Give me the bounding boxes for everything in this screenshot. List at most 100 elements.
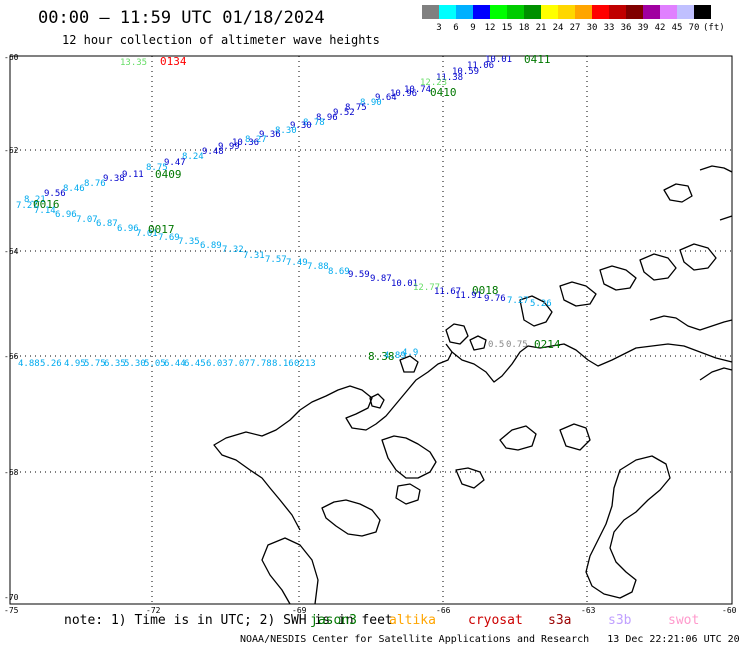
legend-label-45: 45	[671, 23, 683, 33]
wave-label-40: 6.87	[96, 219, 118, 229]
lon-label-69: -69	[292, 606, 307, 615]
legend-swatch-10	[592, 5, 609, 19]
lon-label-72: -72	[146, 606, 161, 615]
wave-label-8: 12.23	[420, 78, 447, 88]
wave-label-19: 8.30	[275, 126, 297, 136]
legend-label-39: 39	[637, 23, 649, 33]
wave-label-5: 11.06	[467, 61, 494, 71]
wave-label-12: 9.64	[375, 93, 397, 103]
graticule	[10, 56, 732, 604]
wave-label-54: 9.87	[370, 274, 392, 284]
legend-swatch-14	[660, 5, 677, 19]
wave-label-56: 12.77	[413, 283, 440, 293]
wave-label-34: 8.21	[24, 195, 46, 205]
wave-label-32: 8.46	[63, 184, 85, 194]
legend-label-24: 24	[552, 23, 564, 33]
lat-label-68: -68	[4, 468, 19, 477]
wave-label-53: 9.59	[348, 270, 370, 280]
wave-label-45: 7.35	[178, 237, 200, 247]
wave-label-1: 13.35	[120, 58, 147, 68]
wave-label-51: 7.88	[307, 262, 329, 272]
wave-label-22: 10.36	[232, 138, 259, 148]
wave-height-labels: 13.35 0134 0411 10.01 11.06 10.59 11.38 …	[16, 53, 561, 369]
legend-label-3: 3	[436, 23, 442, 33]
wave-label-77: 7.78	[250, 359, 272, 369]
wave-label-59: 11.91	[455, 291, 482, 301]
wave-label-41: 6.96	[117, 224, 139, 234]
wave-label-75: 6.03	[206, 359, 228, 369]
legend-swatch-12	[626, 5, 643, 19]
wave-label-79: 0213	[294, 359, 316, 369]
wave-label-62: 5.26	[530, 299, 552, 309]
wave-label-69: 5.75	[84, 359, 106, 369]
wave-label-38: 6.96	[55, 210, 77, 220]
lon-label-63: -63	[581, 606, 596, 615]
wave-label-37: 7.14	[34, 206, 56, 216]
wave-label-39: 7.07	[76, 215, 98, 225]
wave-label-18: 9.30	[290, 121, 312, 131]
wave-label-72: 5.05	[144, 359, 166, 369]
lat-label-64: -64	[4, 247, 19, 256]
wave-label-23: 9.99	[218, 142, 240, 152]
legend-label-70: 70	[688, 23, 700, 33]
note-text: note: 1) Time is in UTC; 2) SWH is in fe…	[64, 613, 393, 628]
legend-unit: (ft)	[703, 23, 725, 33]
lon-label-66: -66	[436, 606, 451, 615]
wave-label-11: 10.96	[390, 89, 417, 99]
wave-label-4: 10.01	[485, 55, 512, 65]
wave-label-74: 6.45	[184, 359, 206, 369]
time-label-2: 0411	[524, 53, 551, 66]
legend-swatch-4	[490, 5, 507, 19]
wave-label-60: 9.76	[484, 294, 506, 304]
coastline	[213, 165, 733, 605]
sat-swot: swot	[668, 613, 700, 628]
wave-label-66: 4.88	[18, 359, 40, 369]
sat-jason3: jason3	[310, 613, 357, 628]
wave-label-35: 7.27	[16, 201, 38, 211]
legend-swatch-3	[473, 5, 490, 19]
lon-label-60: -60	[722, 606, 737, 615]
legend-label-6: 6	[453, 23, 459, 33]
wave-label-44: 7.69	[158, 233, 180, 243]
wave-label-57: 11.67	[434, 287, 461, 297]
page-subtitle: 12 hour collection of altimeter wave hei…	[62, 33, 380, 47]
sat-s3b: s3b	[608, 613, 632, 628]
lon-labels: -75 -72 -69 -66 -63 -60	[4, 606, 737, 615]
lat-labels: -60 -62 -64 -66 -68 -70	[4, 53, 19, 602]
wave-label-61: 7.27	[507, 296, 529, 306]
legend-label-15: 15	[501, 23, 513, 33]
wave-label-24: 9.48	[202, 147, 224, 157]
legend-label-36: 36	[620, 23, 632, 33]
time-label-9: 8.38	[368, 350, 395, 363]
legend-label-30: 30	[586, 23, 598, 33]
lat-label-66: -66	[4, 352, 19, 361]
time-label-7: 0018	[472, 284, 499, 297]
page-title: 00:00 – 11:59 UTC 01/18/2024	[38, 8, 325, 28]
wave-label-78: 8.16	[272, 359, 294, 369]
legend-swatch-7	[541, 5, 558, 19]
wave-label-67: 5.26	[40, 359, 62, 369]
legend-label-12: 12	[484, 23, 496, 33]
footer-credit: NOAA/NESDIS Center for Satellite Applica…	[240, 634, 740, 645]
wave-label-46: 6.89	[200, 241, 222, 251]
time-label-6: 0017	[148, 223, 175, 236]
time-label-1: 0134	[160, 55, 187, 68]
wave-label-49: 7.57	[265, 255, 287, 265]
legend-swatch-11	[609, 5, 626, 19]
wave-label-21: 8.27	[245, 135, 267, 145]
wave-label-16: 8.96	[316, 113, 338, 123]
wave-label-71: 5.30	[124, 359, 146, 369]
sat-cryosat: cryosat	[468, 613, 523, 628]
sat-s3a: s3a	[548, 613, 572, 628]
lat-label-60: -60	[4, 53, 19, 62]
legend-label-18: 18	[518, 23, 530, 33]
wave-label-29: 9.11	[122, 170, 144, 180]
wave-label-6: 10.59	[452, 67, 479, 77]
map-frame	[9, 55, 733, 605]
wave-label-65: 0.5	[488, 340, 504, 350]
wave-label-52: 8.69	[328, 267, 350, 277]
wave-label-82: 4.9	[402, 348, 418, 358]
legend-label-27: 27	[569, 23, 581, 33]
time-label-8: 0214	[534, 338, 561, 351]
